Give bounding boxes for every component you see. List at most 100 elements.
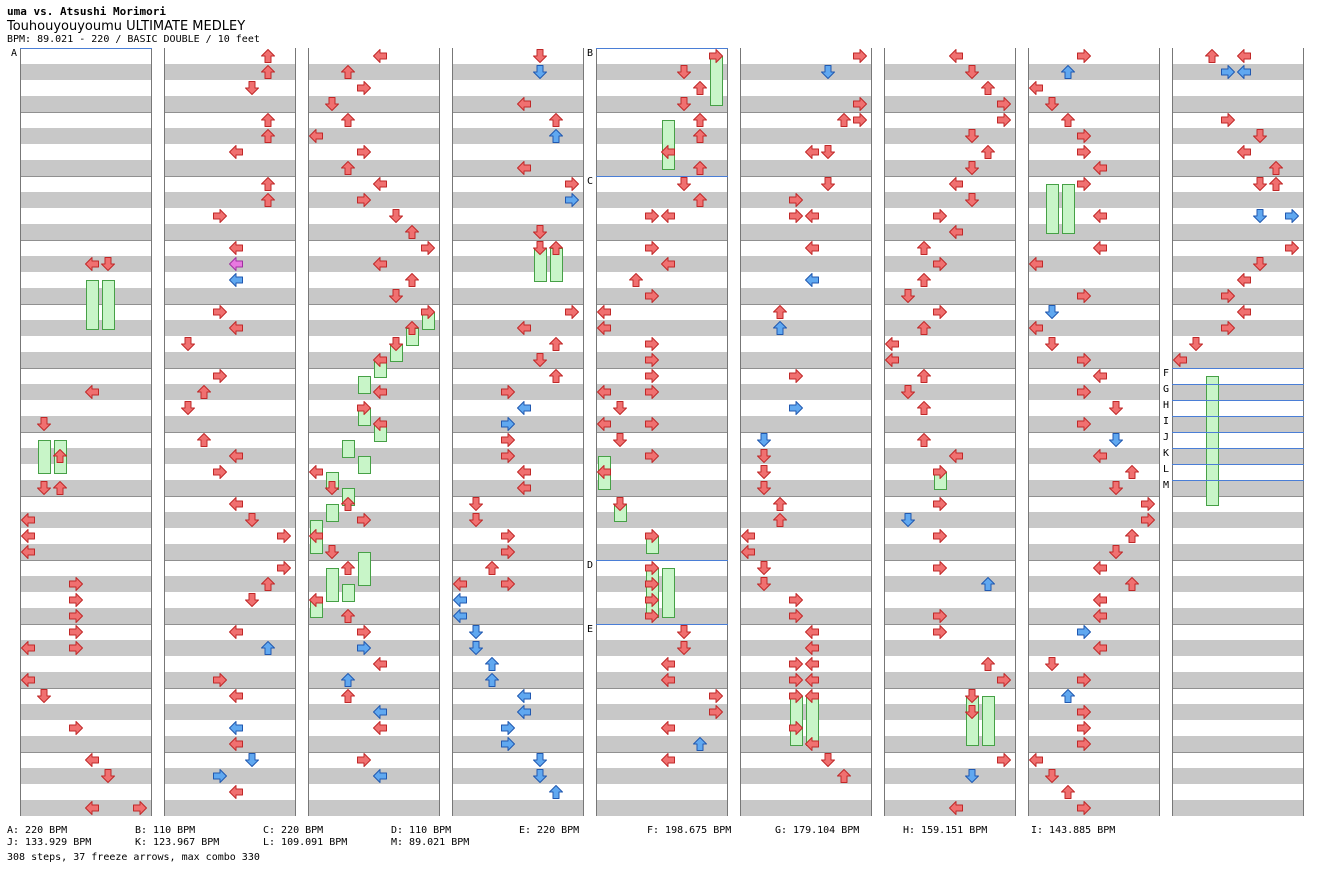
arrow-right-icon bbox=[68, 720, 84, 736]
arrow-down-icon bbox=[180, 336, 196, 352]
arrow-up-icon bbox=[916, 272, 932, 288]
measure-line bbox=[597, 112, 727, 113]
arrow-left-icon bbox=[372, 416, 388, 432]
measure-line bbox=[1029, 368, 1159, 369]
arrow-left-icon bbox=[372, 176, 388, 192]
arrow-down-icon bbox=[324, 544, 340, 560]
arrow-left-icon bbox=[84, 384, 100, 400]
arrow-up-icon bbox=[692, 128, 708, 144]
arrow-down-icon bbox=[900, 512, 916, 528]
arrow-left-icon bbox=[516, 400, 532, 416]
freeze-arrow-down bbox=[1046, 184, 1059, 234]
arrow-up-icon bbox=[260, 192, 276, 208]
arrow-down-icon bbox=[756, 448, 772, 464]
arrow-down-icon bbox=[900, 288, 916, 304]
arrow-right-icon bbox=[644, 560, 660, 576]
arrow-right-icon bbox=[932, 528, 948, 544]
arrow-right-icon bbox=[500, 416, 516, 432]
arrow-right-icon bbox=[708, 688, 724, 704]
section-line bbox=[1172, 448, 1304, 449]
arrow-left-icon bbox=[948, 800, 964, 816]
arrow-right-icon bbox=[132, 800, 148, 816]
arrow-left-icon bbox=[596, 464, 612, 480]
arrow-right-icon bbox=[212, 768, 228, 784]
measure-line bbox=[165, 240, 295, 241]
section-line bbox=[1172, 368, 1304, 369]
arrow-up-icon bbox=[548, 784, 564, 800]
measure-line bbox=[453, 560, 583, 561]
arrow-left-icon bbox=[660, 752, 676, 768]
arrow-up-icon bbox=[916, 320, 932, 336]
measure-line bbox=[309, 176, 439, 177]
arrow-down-icon bbox=[1044, 336, 1060, 352]
arrow-down-icon bbox=[964, 192, 980, 208]
measure-line bbox=[885, 112, 1015, 113]
arrow-up-icon bbox=[404, 272, 420, 288]
arrow-right-icon bbox=[788, 368, 804, 384]
arrow-left-icon bbox=[660, 256, 676, 272]
arrow-right-icon bbox=[356, 512, 372, 528]
arrow-right-icon bbox=[68, 640, 84, 656]
arrow-down-icon bbox=[324, 480, 340, 496]
arrow-right-icon bbox=[500, 528, 516, 544]
section-line bbox=[20, 48, 152, 49]
arrow-down-icon bbox=[820, 144, 836, 160]
arrow-up-icon bbox=[1204, 48, 1220, 64]
arrow-up-icon bbox=[260, 176, 276, 192]
section-line bbox=[1172, 464, 1304, 465]
measure-line bbox=[741, 304, 871, 305]
measure-line bbox=[309, 688, 439, 689]
arrow-left-icon bbox=[1236, 304, 1252, 320]
arrow-right-icon bbox=[788, 592, 804, 608]
arrow-right-icon bbox=[644, 448, 660, 464]
bpm-legend-k: K: 123.967 BPM bbox=[135, 837, 220, 848]
arrow-right-icon bbox=[644, 416, 660, 432]
measure-line bbox=[885, 432, 1015, 433]
arrow-left-icon bbox=[804, 144, 820, 160]
arrow-right-icon bbox=[356, 624, 372, 640]
freeze-arrow-right bbox=[358, 552, 371, 586]
measure-line bbox=[21, 496, 151, 497]
arrow-up-icon bbox=[692, 736, 708, 752]
measure-line bbox=[1173, 496, 1303, 497]
bpm-legend-c: C: 220 BPM bbox=[263, 825, 324, 836]
arrow-right-icon bbox=[68, 608, 84, 624]
arrow-left-icon bbox=[1092, 608, 1108, 624]
arrow-up-icon bbox=[340, 672, 356, 688]
arrow-down-icon bbox=[36, 688, 52, 704]
arrow-left-icon bbox=[1092, 640, 1108, 656]
arrow-up-icon bbox=[404, 320, 420, 336]
arrow-up-icon bbox=[340, 496, 356, 512]
arrow-right-icon bbox=[1076, 144, 1092, 160]
chart-meta: BPM: 89.021 - 220 / BASIC DOUBLE / 10 fe… bbox=[7, 34, 260, 45]
arrow-up-icon bbox=[692, 160, 708, 176]
measure-line bbox=[453, 304, 583, 305]
arrow-up-icon bbox=[340, 112, 356, 128]
measure-line bbox=[1029, 176, 1159, 177]
measure-line bbox=[1029, 496, 1159, 497]
arrow-down-icon bbox=[612, 496, 628, 512]
measure-line bbox=[453, 176, 583, 177]
arrow-left-icon bbox=[1028, 256, 1044, 272]
measure-line bbox=[165, 112, 295, 113]
measure-line bbox=[885, 624, 1015, 625]
arrow-up-icon bbox=[548, 336, 564, 352]
arrow-down-icon bbox=[964, 704, 980, 720]
arrow-down-icon bbox=[1044, 304, 1060, 320]
freeze-arrow-left bbox=[662, 120, 675, 170]
freeze-arrow-up bbox=[1206, 376, 1219, 506]
measure-line bbox=[1029, 112, 1159, 113]
arrow-left-icon bbox=[228, 496, 244, 512]
measure-line bbox=[309, 496, 439, 497]
arrow-up-icon bbox=[916, 432, 932, 448]
section-marker-label: A bbox=[11, 48, 18, 59]
arrow-up-icon bbox=[404, 224, 420, 240]
arrow-right-icon bbox=[1076, 672, 1092, 688]
arrow-up-icon bbox=[772, 320, 788, 336]
arrow-right-icon bbox=[564, 176, 580, 192]
measure-line bbox=[741, 432, 871, 433]
freeze-arrow-right bbox=[358, 376, 371, 394]
arrow-down-icon bbox=[820, 176, 836, 192]
arrow-left-icon bbox=[660, 672, 676, 688]
arrow-down-icon bbox=[1044, 96, 1060, 112]
